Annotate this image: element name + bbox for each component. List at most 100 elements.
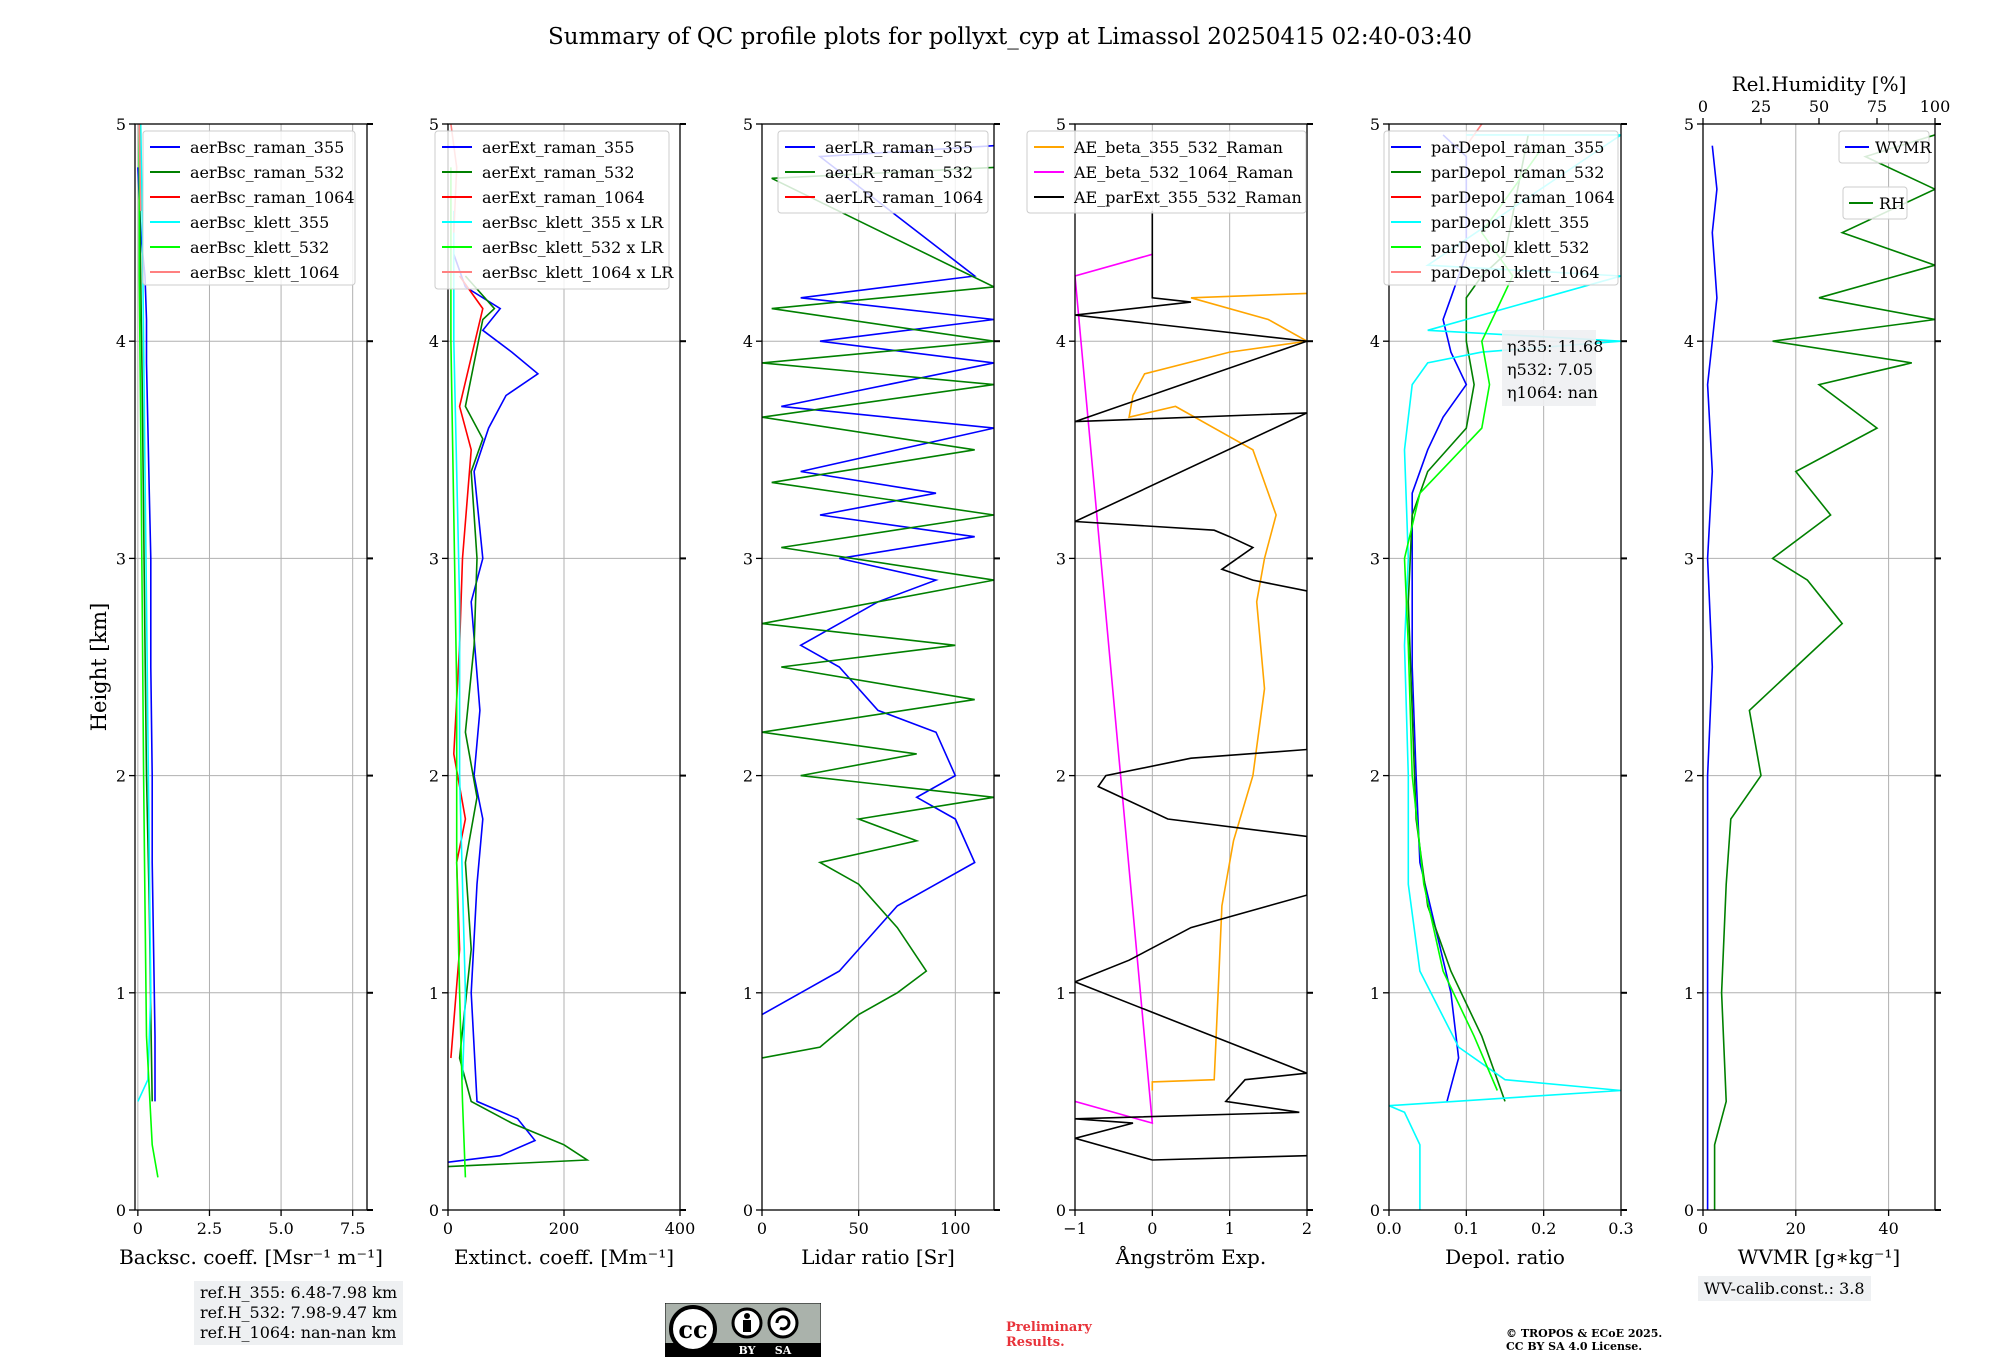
y-tick-label: 0 (743, 1201, 753, 1220)
legend-entry-label: WVMR (1875, 138, 1932, 157)
cc-logo-icon (669, 1305, 717, 1353)
y-tick-label: 3 (429, 549, 439, 568)
x-tick-label: −1 (1063, 1219, 1087, 1238)
y-tick-label: 4 (1056, 332, 1066, 351)
y-tick-label: 0 (116, 1201, 126, 1220)
x-tick-label: 0 (1147, 1219, 1157, 1238)
legend-entry-label: aerLR_raman_355 (825, 138, 973, 157)
legend-box (1383, 130, 1619, 286)
figure-title: Summary of QC profile plots for pollyxt_… (548, 24, 1472, 50)
preliminary-line-1: Preliminary (1006, 1320, 1092, 1335)
x-tick-label: 0.2 (1531, 1219, 1556, 1238)
y-tick-label: 0 (429, 1201, 439, 1220)
x-axis-label: Depol. ratio (1445, 1245, 1565, 1269)
legend-entry-label: parDepol_raman_1064 (1431, 188, 1615, 207)
y-tick-label: 3 (1684, 549, 1694, 568)
series-line-parDepol-klett-532 (1403, 145, 1545, 1091)
y-tick-label: 1 (429, 984, 439, 1003)
legend-entry-label: aerExt_raman_1064 (482, 188, 645, 207)
legend-box (1838, 130, 1930, 164)
annotation-box (1502, 330, 1596, 406)
series-line-aerExt-raman-532 (448, 275, 590, 1168)
series-line-AE-parExt-355-532-Raman (1075, 210, 1307, 1161)
legend-entry-label: parDepol_raman_355 (1431, 138, 1604, 157)
y-tick-label: 1 (743, 984, 753, 1003)
legend-entry-label: aerLR_raman_1064 (825, 188, 983, 207)
legend-entry-label: aerBsc_klett_355 x LR (482, 213, 664, 232)
eta-annotation-line: η355: 11.68 (1507, 337, 1603, 356)
panel-depol: 0 1 2 3 4 5 0.0 0.1 0.2 0.3 Depol. ratio parDepol_r… (1370, 115, 1634, 1269)
y-tick-label: 5 (1370, 115, 1380, 134)
x-tick-label: 0 (757, 1219, 767, 1238)
y-tick-label: 4 (743, 332, 753, 351)
x-tick-label: 400 (665, 1219, 696, 1238)
legend-box (434, 130, 670, 290)
top-x-axis-label: Rel.Humidity [%] (1732, 72, 1907, 96)
y-tick-label: 2 (116, 767, 126, 786)
x-axis-label: Backsc. coeff. [Msr⁻¹ m⁻¹] (119, 1245, 383, 1269)
top-x-tick-label: 25 (1751, 97, 1771, 116)
x-tick-label: 1 (1225, 1219, 1235, 1238)
legend-entry-label: AE_parExt_355_532_Raman (1073, 188, 1302, 207)
y-tick-label: 4 (1684, 332, 1694, 351)
legend-entry-label: parDepol_raman_532 (1431, 163, 1604, 182)
x-tick-label: 20 (1786, 1219, 1806, 1238)
copyright-line-1: © TROPOS & ECoE 2025. (1506, 1327, 1663, 1340)
x-tick-label: 0.0 (1376, 1219, 1401, 1238)
y-tick-label: 1 (1684, 984, 1694, 1003)
axes-frame (134, 123, 368, 1211)
y-tick-label: 0 (1056, 1201, 1066, 1220)
legend-lidar_ratio: aerLR_raman_355 aerLR_raman_532 aerLR_rama… (777, 130, 989, 214)
series-line-AE-beta-355-532-Raman (1128, 292, 1307, 1091)
legend-depol: parDepol_raman_355 parDepol_raman_532 parD… (1383, 130, 1619, 286)
legend-entry-label: aerBsc_raman_532 (190, 163, 344, 182)
y-tick-label: 4 (116, 332, 126, 351)
axes-frame (761, 123, 995, 1211)
y-tick-label: 2 (1370, 767, 1380, 786)
y-tick-label: 0 (1370, 1201, 1380, 1220)
y-tick-label: 0 (1684, 1201, 1694, 1220)
legend-box (777, 130, 989, 214)
cc-license-badge: cc BY SA (665, 1303, 821, 1357)
legend-entry-label: aerExt_raman_355 (482, 138, 635, 157)
y-tick-label: 5 (1056, 115, 1066, 134)
x-axis-label: Lidar ratio [Sr] (801, 1245, 955, 1269)
x-tick-label: 2.5 (197, 1219, 222, 1238)
y-tick-label: 1 (116, 984, 126, 1003)
top-x-tick-label: 0 (1698, 97, 1708, 116)
y-tick-label: 1 (1056, 984, 1066, 1003)
legend-box (1842, 186, 1908, 220)
ref-height-355: ref.H_355: 6.48-7.98 km (200, 1283, 398, 1302)
y-tick-label: 5 (1684, 115, 1694, 134)
y-tick-label: 3 (1370, 549, 1380, 568)
legend-RH: RH (1842, 186, 1908, 220)
series-line-aerLR-raman-355 (762, 144, 994, 1016)
x-tick-label: 5.0 (268, 1219, 293, 1238)
copyright-line-2: CC BY SA 4.0 License. (1506, 1340, 1643, 1353)
legend-WVMR: WVMR (1838, 130, 1932, 164)
eta-annotation: η355: 11.68 η532: 7.05 η1064: nan (1502, 330, 1603, 406)
reference-height-box: ref.H_355: 6.48-7.98 km ref.H_532: 7.98-… (194, 1281, 404, 1345)
x-tick-label: 7.5 (340, 1219, 365, 1238)
y-tick-label: 5 (429, 115, 439, 134)
copyright-note: © TROPOS & ECoE 2025. CC BY SA 4.0 Licen… (1506, 1327, 1662, 1353)
wv-calibration-box: WV-calib.const.: 3.8 (1698, 1276, 1871, 1301)
x-tick-label: 0.1 (1454, 1219, 1479, 1238)
series-line-aerBsc-klett-355-x-LR (453, 210, 467, 1080)
x-tick-label: 0 (1698, 1219, 1708, 1238)
legend-entry-label: AE_beta_532_1064_Raman (1073, 163, 1293, 182)
legend-entry-label: RH (1879, 194, 1905, 213)
series-line-aerBsc-klett-532-x-LR (450, 167, 467, 1178)
legend-entry-label: aerBsc_klett_1064 x LR (482, 263, 674, 282)
sa-share-alike-icon (767, 1307, 799, 1339)
y-tick-label: 2 (429, 767, 439, 786)
legend-entry-label: aerBsc_klett_355 (190, 213, 329, 232)
y-tick-label: 5 (743, 115, 753, 134)
preliminary-line-2: Results. (1006, 1335, 1065, 1350)
y-tick-label: 4 (429, 332, 439, 351)
axes-frame (1074, 123, 1308, 1211)
top-x-tick-label: 50 (1809, 97, 1829, 116)
